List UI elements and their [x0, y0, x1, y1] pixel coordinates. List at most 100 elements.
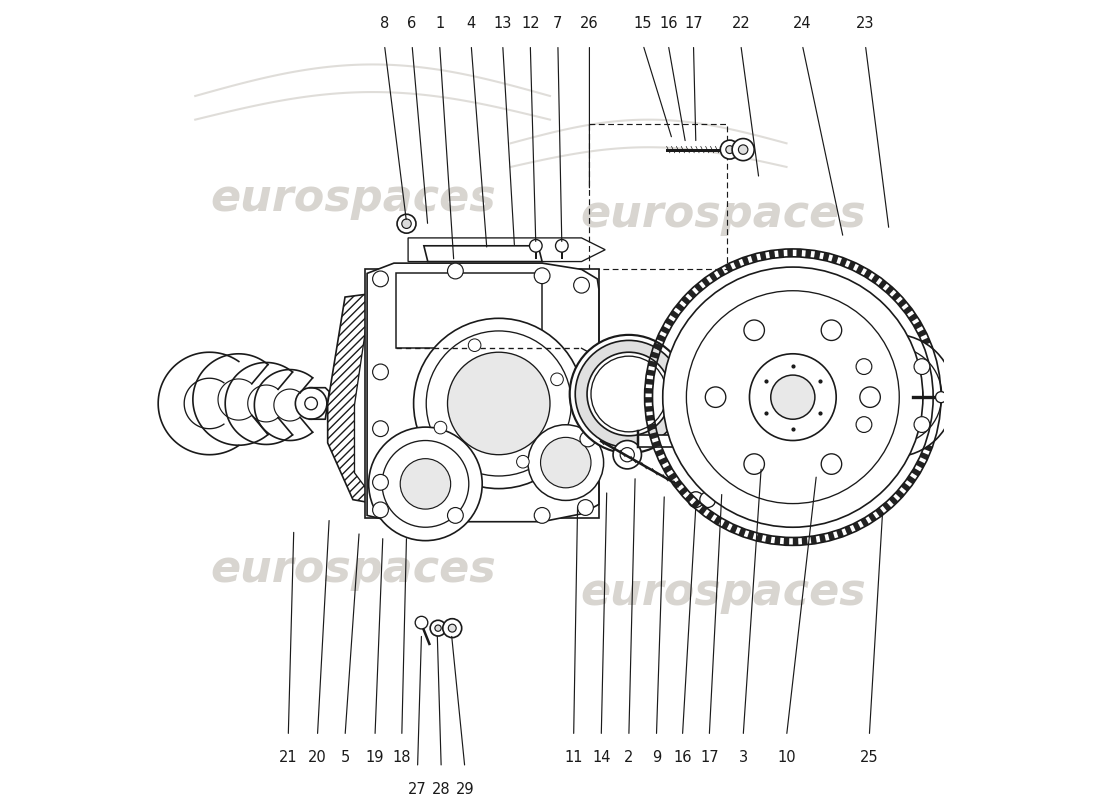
Circle shape: [832, 334, 955, 457]
Text: 19: 19: [365, 750, 384, 766]
Text: 8: 8: [379, 15, 389, 30]
Circle shape: [434, 422, 447, 434]
Wedge shape: [913, 321, 923, 330]
Text: 16: 16: [673, 750, 692, 766]
Circle shape: [373, 421, 388, 437]
Wedge shape: [670, 310, 680, 319]
Wedge shape: [750, 254, 758, 262]
Circle shape: [856, 417, 872, 433]
Wedge shape: [741, 256, 749, 266]
Circle shape: [672, 430, 696, 453]
Text: 20: 20: [308, 750, 327, 766]
Wedge shape: [882, 502, 891, 511]
Circle shape: [620, 448, 635, 462]
Text: 3: 3: [738, 750, 748, 766]
Wedge shape: [903, 306, 913, 314]
Circle shape: [914, 417, 929, 433]
Circle shape: [733, 138, 755, 161]
Text: eurospaces: eurospaces: [581, 193, 867, 236]
Wedge shape: [891, 292, 901, 301]
Circle shape: [662, 267, 923, 527]
Wedge shape: [916, 460, 925, 469]
Wedge shape: [898, 298, 907, 308]
Text: 28: 28: [432, 782, 451, 797]
Wedge shape: [783, 538, 790, 546]
Wedge shape: [708, 272, 717, 282]
Wedge shape: [646, 378, 653, 385]
Circle shape: [443, 618, 462, 638]
Circle shape: [434, 625, 441, 631]
Wedge shape: [760, 251, 767, 260]
Wedge shape: [679, 486, 689, 496]
Text: 24: 24: [793, 15, 812, 30]
Wedge shape: [868, 513, 877, 522]
Circle shape: [397, 214, 416, 233]
Wedge shape: [681, 296, 691, 305]
Circle shape: [382, 441, 469, 527]
Circle shape: [556, 239, 568, 252]
Wedge shape: [738, 528, 746, 537]
Wedge shape: [645, 388, 652, 394]
Text: 26: 26: [580, 15, 598, 30]
Wedge shape: [889, 496, 899, 506]
Wedge shape: [778, 250, 784, 258]
Circle shape: [844, 346, 942, 445]
Wedge shape: [933, 401, 940, 406]
Wedge shape: [668, 472, 678, 482]
Wedge shape: [814, 250, 821, 259]
Circle shape: [771, 375, 815, 419]
Wedge shape: [660, 326, 670, 334]
Wedge shape: [692, 499, 701, 509]
Circle shape: [373, 474, 388, 490]
Wedge shape: [901, 482, 911, 492]
Text: eurospaces: eurospaces: [581, 571, 867, 614]
Wedge shape: [685, 494, 694, 502]
Wedge shape: [811, 536, 817, 544]
Wedge shape: [928, 427, 937, 434]
Wedge shape: [645, 406, 653, 412]
Wedge shape: [917, 329, 927, 338]
Text: 27: 27: [408, 782, 427, 797]
Wedge shape: [922, 338, 931, 346]
Circle shape: [400, 458, 451, 509]
Circle shape: [822, 454, 842, 474]
Wedge shape: [733, 259, 741, 269]
Wedge shape: [774, 536, 781, 545]
Text: 5: 5: [340, 750, 350, 766]
Wedge shape: [832, 254, 838, 264]
Wedge shape: [788, 249, 793, 257]
Circle shape: [580, 380, 596, 395]
Text: eurospaces: eurospaces: [210, 177, 496, 220]
Polygon shape: [424, 246, 542, 262]
Wedge shape: [920, 452, 929, 460]
Text: 10: 10: [778, 750, 795, 766]
Text: eurospaces: eurospaces: [210, 547, 496, 590]
Circle shape: [402, 219, 411, 229]
Wedge shape: [756, 533, 763, 542]
Text: 15: 15: [634, 15, 652, 30]
Wedge shape: [836, 529, 844, 538]
Circle shape: [426, 331, 571, 476]
Text: 6: 6: [407, 15, 417, 30]
Polygon shape: [408, 238, 605, 262]
Wedge shape: [714, 516, 722, 526]
Wedge shape: [698, 506, 707, 515]
Circle shape: [529, 239, 542, 252]
Wedge shape: [793, 538, 799, 546]
Wedge shape: [673, 480, 682, 489]
Circle shape: [373, 364, 388, 380]
Circle shape: [415, 616, 428, 629]
Wedge shape: [933, 382, 940, 388]
Text: 9: 9: [652, 750, 661, 766]
Circle shape: [822, 320, 842, 341]
Wedge shape: [648, 360, 657, 367]
Circle shape: [879, 382, 908, 410]
Circle shape: [296, 388, 327, 419]
Wedge shape: [932, 373, 939, 379]
Wedge shape: [923, 444, 933, 452]
Wedge shape: [805, 250, 812, 258]
Circle shape: [738, 145, 748, 154]
Wedge shape: [848, 261, 856, 270]
Circle shape: [856, 358, 872, 374]
Circle shape: [749, 354, 836, 441]
